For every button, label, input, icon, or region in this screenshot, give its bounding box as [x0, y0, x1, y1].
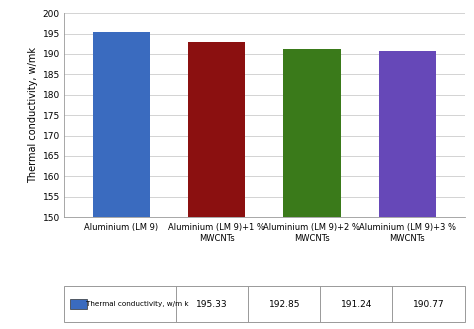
Text: Thermal conductivity, w/m k: Thermal conductivity, w/m k [86, 301, 188, 307]
Text: 192.85: 192.85 [269, 300, 300, 309]
Bar [92, 32, 150, 329]
Bar [283, 49, 340, 329]
Bar [379, 51, 436, 329]
Text: 190.77: 190.77 [413, 300, 444, 309]
Text: 195.33: 195.33 [196, 300, 228, 309]
Bar [70, 299, 87, 309]
Text: 191.24: 191.24 [341, 300, 372, 309]
Bar [188, 42, 245, 329]
Y-axis label: Thermal conductivity, w/mk: Thermal conductivity, w/mk [28, 47, 38, 183]
